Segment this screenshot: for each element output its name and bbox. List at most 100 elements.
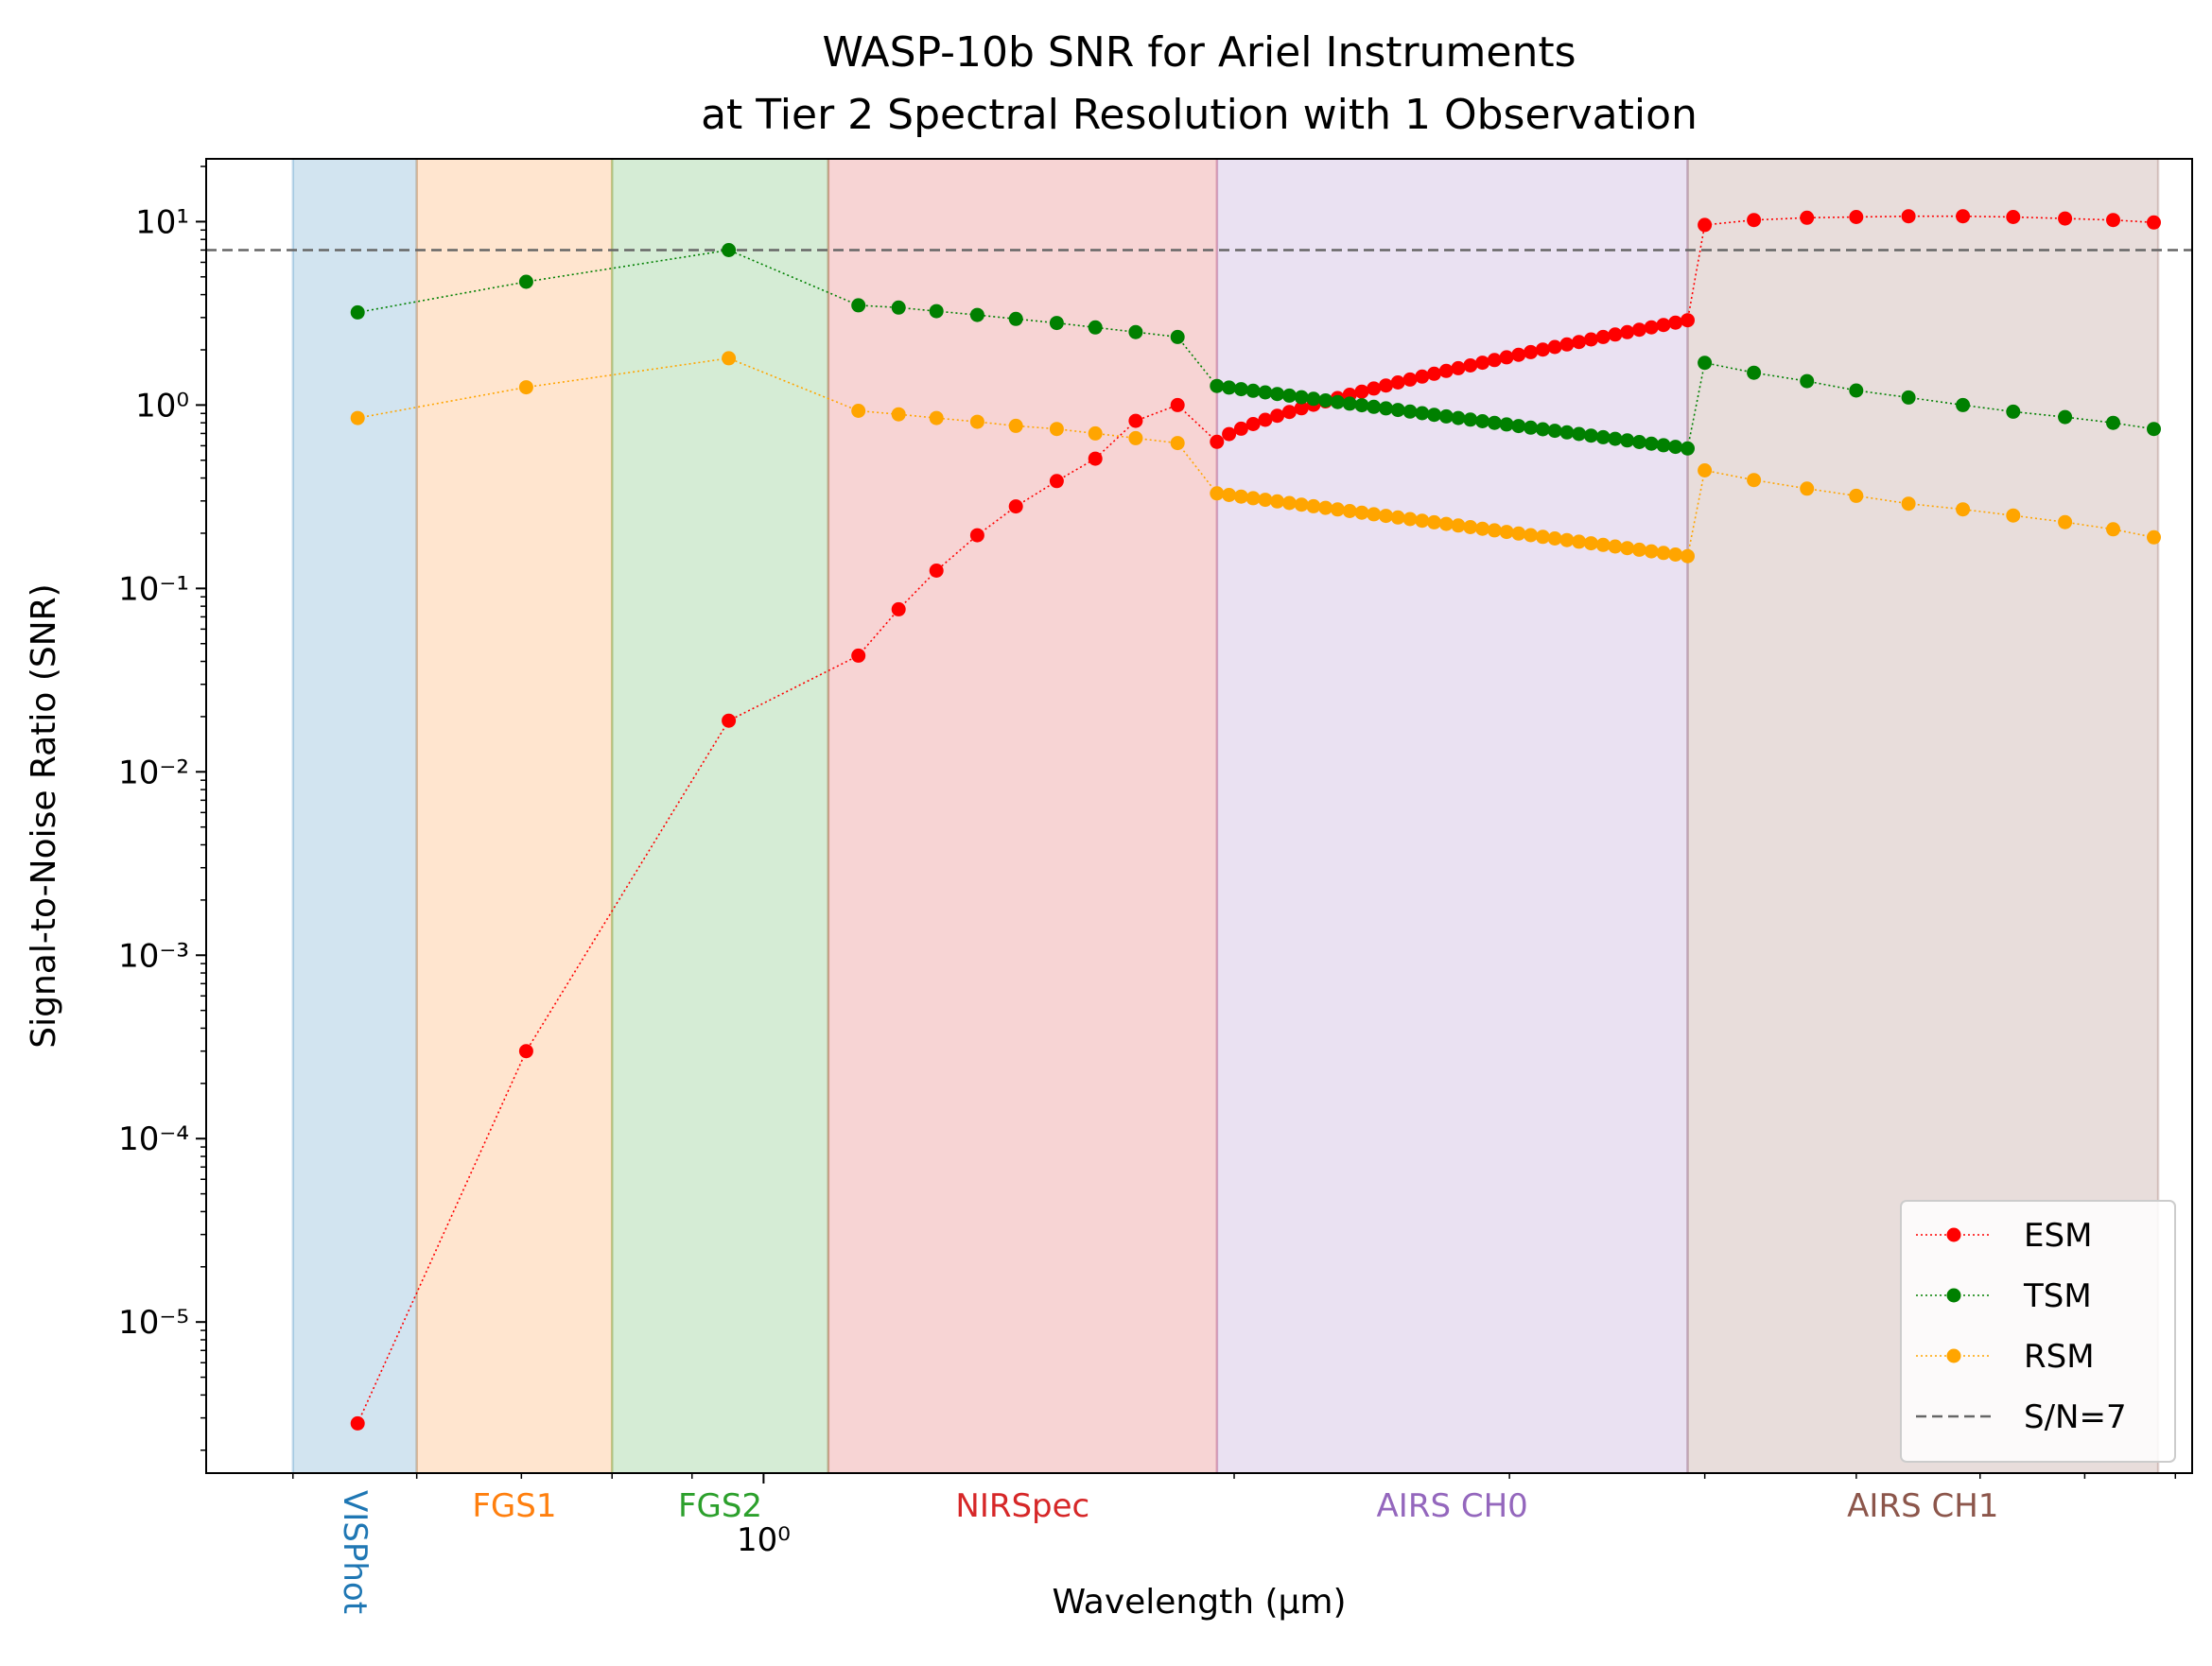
- point-tsm-17: [1270, 387, 1285, 402]
- y-tick-label: 10⁰: [135, 387, 189, 425]
- point-esm-25: [1367, 381, 1382, 396]
- band-label-airs-ch1: AIRS CH1: [1847, 1487, 1998, 1525]
- point-esm-38: [1524, 344, 1539, 359]
- y-axis-label: Signal-to-Noise Ratio (SNR): [25, 583, 63, 1048]
- point-tsm-19: [1294, 390, 1309, 405]
- point-rsm-8: [1049, 422, 1064, 437]
- point-tsm-51: [1681, 441, 1695, 456]
- point-rsm-7: [1008, 418, 1023, 433]
- point-esm-28: [1402, 372, 1418, 387]
- point-rsm-0: [350, 410, 365, 425]
- point-tsm-21: [1318, 393, 1333, 408]
- point-esm-0: [350, 1415, 365, 1431]
- band-label-visphot: VISPhot: [336, 1490, 374, 1614]
- point-esm-6: [969, 528, 984, 543]
- point-rsm-56: [1901, 496, 1916, 512]
- x-tick-label: 10⁰: [737, 1521, 791, 1559]
- point-tsm-22: [1330, 394, 1345, 409]
- point-esm-5: [929, 564, 944, 578]
- point-tsm-40: [1547, 424, 1562, 439]
- point-rsm-33: [1463, 520, 1478, 534]
- point-esm-2: [722, 713, 737, 728]
- point-rsm-47: [1631, 542, 1646, 557]
- point-esm-11: [1170, 397, 1185, 412]
- point-rsm-10: [1128, 430, 1143, 445]
- point-tsm-7: [1008, 311, 1023, 326]
- point-tsm-3: [851, 298, 866, 313]
- point-rsm-29: [1415, 513, 1430, 529]
- point-esm-33: [1463, 358, 1478, 373]
- point-tsm-56: [1901, 390, 1916, 405]
- point-rsm-36: [1499, 525, 1514, 540]
- legend-label-esm: ESM: [2024, 1217, 2092, 1255]
- legend: ESM TSM RSM S/N=7: [1900, 1200, 2176, 1463]
- band-label-fgs2: FGS2: [678, 1487, 762, 1525]
- legend-box: [1900, 1200, 2176, 1463]
- point-tsm-9: [1088, 320, 1103, 335]
- point-tsm-58: [2006, 404, 2021, 419]
- point-rsm-5: [929, 410, 944, 425]
- point-esm-12: [1210, 434, 1225, 449]
- point-tsm-0: [350, 304, 365, 320]
- point-rsm-55: [1849, 488, 1864, 503]
- point-rsm-49: [1656, 546, 1671, 561]
- legend-label-tsm: TSM: [2023, 1277, 2092, 1315]
- point-tsm-12: [1210, 378, 1225, 393]
- point-esm-4: [891, 601, 906, 616]
- point-tsm-2: [722, 243, 737, 257]
- legend-label-s-n-7: S/N=7: [2024, 1398, 2127, 1436]
- point-esm-48: [1644, 320, 1659, 335]
- point-rsm-11: [1170, 436, 1185, 451]
- point-esm-47: [1631, 322, 1646, 338]
- point-esm-10: [1128, 413, 1143, 428]
- point-esm-43: [1583, 332, 1598, 347]
- point-rsm-15: [1245, 491, 1261, 506]
- band-airs-ch0: [1216, 159, 1688, 1473]
- point-esm-18: [1281, 405, 1297, 420]
- point-tsm-50: [1668, 440, 1683, 455]
- point-rsm-12: [1210, 486, 1225, 501]
- chart-title: WASP-10b SNR for Ariel Instruments: [822, 28, 1576, 77]
- x-axis-label: Wavelength (μm): [1052, 1583, 1346, 1622]
- point-tsm-11: [1170, 329, 1185, 344]
- point-tsm-8: [1049, 316, 1064, 331]
- point-esm-57: [1956, 209, 1971, 224]
- point-tsm-4: [891, 300, 906, 315]
- point-tsm-23: [1342, 396, 1357, 411]
- point-esm-41: [1559, 337, 1575, 352]
- point-rsm-24: [1354, 505, 1369, 520]
- point-tsm-13: [1222, 380, 1237, 395]
- y-tick-label: 10⁻¹: [118, 570, 189, 608]
- point-rsm-25: [1367, 507, 1382, 522]
- point-esm-1: [518, 1044, 533, 1059]
- point-rsm-3: [851, 404, 866, 418]
- point-esm-31: [1438, 363, 1454, 378]
- point-rsm-53: [1747, 473, 1762, 488]
- point-rsm-6: [969, 414, 984, 429]
- band-fgs2: [612, 159, 828, 1473]
- point-rsm-50: [1668, 547, 1683, 562]
- point-rsm-13: [1222, 488, 1237, 502]
- point-esm-60: [2106, 213, 2120, 228]
- point-tsm-14: [1233, 382, 1248, 397]
- point-tsm-16: [1258, 385, 1273, 400]
- point-tsm-18: [1281, 388, 1297, 403]
- point-esm-56: [1901, 209, 1916, 224]
- point-esm-32: [1451, 360, 1466, 375]
- point-esm-55: [1849, 210, 1864, 224]
- series-layer: [350, 209, 2161, 1431]
- point-rsm-51: [1681, 548, 1695, 564]
- point-esm-7: [1008, 499, 1023, 514]
- point-rsm-48: [1644, 544, 1659, 559]
- point-tsm-34: [1475, 414, 1490, 428]
- point-esm-36: [1499, 350, 1514, 365]
- point-rsm-39: [1535, 529, 1550, 545]
- chart-subtitle: at Tier 2 Spectral Resolution with 1 Obs…: [701, 91, 1698, 139]
- legend-marker-esm: [1946, 1227, 1961, 1242]
- point-esm-9: [1088, 451, 1103, 466]
- point-tsm-45: [1608, 431, 1623, 446]
- point-tsm-47: [1631, 435, 1646, 449]
- point-tsm-30: [1427, 408, 1441, 423]
- point-tsm-61: [2147, 422, 2161, 437]
- point-esm-40: [1547, 339, 1562, 355]
